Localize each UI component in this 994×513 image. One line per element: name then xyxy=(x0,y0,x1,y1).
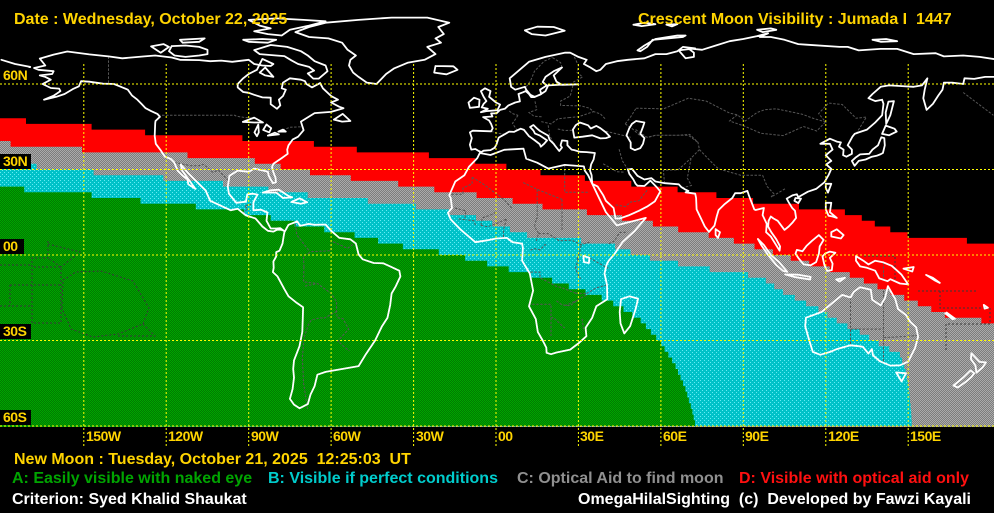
svg-text:150W: 150W xyxy=(86,428,122,444)
svg-text:00: 00 xyxy=(3,238,18,254)
svg-text:00: 00 xyxy=(498,428,513,444)
svg-text:Date : Wednesday, October 22,: Date : Wednesday, October 22, 2025 xyxy=(14,11,287,28)
svg-text:120E: 120E xyxy=(828,428,859,444)
svg-text:Criterion: Syed Khalid Shaukat: Criterion: Syed Khalid Shaukat xyxy=(12,491,247,508)
svg-text:60W: 60W xyxy=(333,428,362,444)
svg-text:60S: 60S xyxy=(3,409,27,425)
svg-text:B: Visible if perfect conditio: B: Visible if perfect conditions xyxy=(268,470,498,487)
svg-text:Crescent Moon Visibility : Jum: Crescent Moon Visibility : Jumada I 1447 xyxy=(638,11,952,28)
svg-text:60E: 60E xyxy=(663,428,687,444)
svg-text:150E: 150E xyxy=(910,428,941,444)
svg-text:New Moon : Tuesday, October 21: New Moon : Tuesday, October 21, 2025 12:… xyxy=(14,451,411,468)
svg-text:D: Visible with optical aid on: D: Visible with optical aid only xyxy=(739,470,969,487)
svg-text:60N: 60N xyxy=(3,67,28,83)
svg-text:120W: 120W xyxy=(168,428,204,444)
svg-text:30N: 30N xyxy=(3,153,28,169)
svg-text:C: Optical Aid to find moon: C: Optical Aid to find moon xyxy=(517,470,724,487)
svg-text:30E: 30E xyxy=(580,428,604,444)
svg-text:90W: 90W xyxy=(251,428,280,444)
svg-text:30S: 30S xyxy=(3,323,27,339)
svg-text:A: Easily visible with naked e: A: Easily visible with naked eye xyxy=(12,470,252,487)
svg-text:30W: 30W xyxy=(416,428,445,444)
svg-text:OmegaHilalSighting (c) Devel: OmegaHilalSighting (c) Developed by Fawz… xyxy=(578,491,971,508)
svg-text:90E: 90E xyxy=(745,428,769,444)
